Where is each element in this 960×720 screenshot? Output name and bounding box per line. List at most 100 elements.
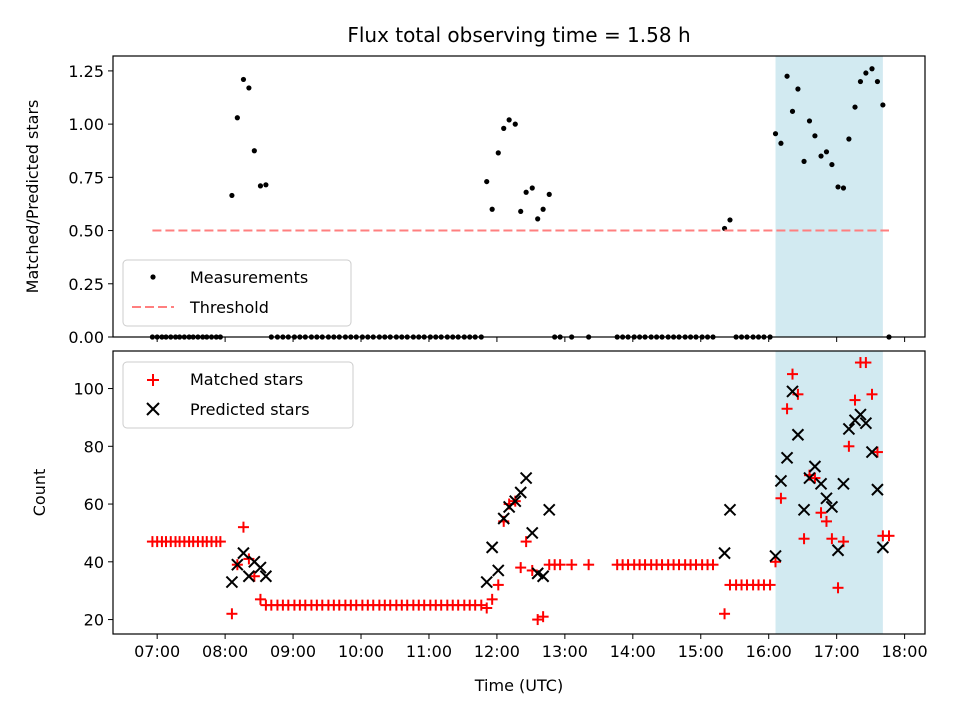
measurement-point	[257, 183, 264, 189]
measurement-point	[852, 104, 858, 110]
chart-title: Flux total observing time = 1.58 h	[347, 23, 690, 47]
bottom-panel-shaded-interval	[775, 351, 883, 634]
predicted-stars-point	[225, 575, 239, 589]
predicted-stars-point	[509, 494, 522, 508]
predicted-stars-point	[497, 512, 510, 525]
bottom-panel-legend: Matched stars Predicted stars	[122, 361, 354, 429]
matched-stars-point	[770, 556, 782, 568]
predicted-stars-point	[514, 486, 527, 499]
predicted-stars-point	[780, 451, 794, 465]
x-tick-label: 15:00	[678, 642, 724, 661]
matched-stars-point	[786, 368, 798, 380]
matched-stars-point	[826, 533, 838, 545]
x-tick-label: 14:00	[610, 642, 656, 661]
top-panel-legend: Measurements Threshold	[122, 259, 352, 327]
predicted-stars-point	[842, 422, 856, 436]
measurement-point	[240, 76, 247, 83]
measurement-point	[495, 150, 501, 156]
top-panel-frame	[112, 55, 926, 338]
matched-stars-point	[809, 472, 821, 484]
y-tick-label: 0.75	[68, 168, 104, 187]
measurement-point	[857, 78, 864, 85]
predicted-stars-point	[485, 541, 499, 554]
measurement-point	[512, 121, 518, 127]
measurement-point	[846, 136, 852, 142]
matched-stars-point	[254, 593, 266, 605]
measurement-point	[234, 115, 240, 121]
predicted-stars-point	[254, 561, 267, 574]
legend-label-measurements: Measurements	[190, 268, 308, 287]
predicted-stars-point	[237, 546, 250, 560]
y-tick-label: 0.50	[68, 222, 104, 241]
measurement-point	[263, 182, 269, 188]
matched-stars-point	[849, 394, 861, 406]
legend-marker-predicted-stars	[146, 402, 160, 416]
predicted-stars-point	[480, 575, 493, 589]
measurement-point	[246, 85, 252, 91]
predicted-stars-point	[543, 503, 556, 517]
measurement-point	[484, 178, 490, 185]
top-panel-shaded-interval	[775, 56, 883, 337]
predicted-stars-point	[876, 541, 890, 554]
matched-stars-point	[820, 515, 832, 527]
matched-stars-point	[798, 533, 810, 545]
matched-stars-point	[843, 440, 855, 452]
x-tick-label: 07:00	[134, 642, 180, 661]
matched-stars-point	[707, 559, 719, 571]
matched-stars-point	[237, 521, 249, 533]
bottom-panel-marks	[146, 357, 895, 626]
measurement-point	[874, 78, 881, 85]
measurement-point	[251, 148, 257, 154]
legend-label-threshold: Threshold	[189, 298, 269, 317]
legend-box	[122, 259, 352, 327]
measurement-point	[835, 184, 841, 190]
predicted-stars-point	[774, 474, 788, 488]
predicted-stars-point	[808, 460, 822, 473]
y-tick-label: 80	[84, 437, 104, 456]
matched-stars-point	[719, 608, 731, 620]
x-tick-label: 18:00	[882, 642, 928, 661]
y-tick-label: 20	[84, 611, 104, 630]
legend-label-matched-stars: Matched stars	[190, 370, 303, 389]
predicted-stars-point	[797, 503, 811, 517]
predicted-stars-point	[791, 428, 805, 441]
y-tick-label: 100	[73, 380, 104, 399]
matched-stars-point	[248, 570, 260, 582]
measurement-point	[840, 185, 847, 191]
matched-stars-point	[866, 388, 878, 400]
predicted-stars-point	[837, 477, 850, 491]
predicted-stars-point	[242, 570, 256, 583]
y-tick-label: 1.25	[68, 62, 104, 81]
measurement-point	[823, 149, 830, 155]
y-tick-label: 40	[84, 553, 104, 572]
matched-stars-point	[860, 357, 872, 369]
bottom-panel-y-ticks: 20 40 60 80 100	[73, 380, 113, 630]
measurement-point	[812, 133, 818, 139]
x-axis-label: Time (UTC)	[474, 676, 563, 695]
matched-stars-point	[515, 562, 527, 574]
predicted-stars-point	[723, 503, 737, 517]
x-tick-label: 17:00	[814, 642, 860, 661]
measurement-point	[229, 192, 235, 199]
predicted-stars-point	[820, 492, 833, 505]
x-tick-label: 09:00	[270, 642, 316, 661]
measurement-point	[529, 185, 535, 191]
predicted-stars-point	[519, 471, 533, 485]
x-tick-label: 13:00	[542, 642, 588, 661]
measurement-point	[869, 66, 875, 72]
y-tick-label: 0.25	[68, 275, 104, 294]
measurement-point	[784, 73, 790, 79]
top-panel-y-axis-label: Matched/Predicted stars	[23, 100, 42, 294]
matched-stars-point	[583, 559, 595, 571]
legend-marker-matched-stars	[147, 374, 159, 386]
measurement-point	[540, 206, 546, 212]
matched-stars-point	[486, 593, 498, 605]
top-panel-x-ticks	[156, 337, 906, 342]
legend-marker-measurements	[150, 274, 156, 280]
predicted-stars-point	[718, 546, 731, 560]
matched-stars-point	[781, 403, 793, 415]
matched-stars-point	[226, 608, 238, 620]
matched-stars-point	[554, 559, 566, 571]
predicted-stars-point	[814, 477, 828, 491]
